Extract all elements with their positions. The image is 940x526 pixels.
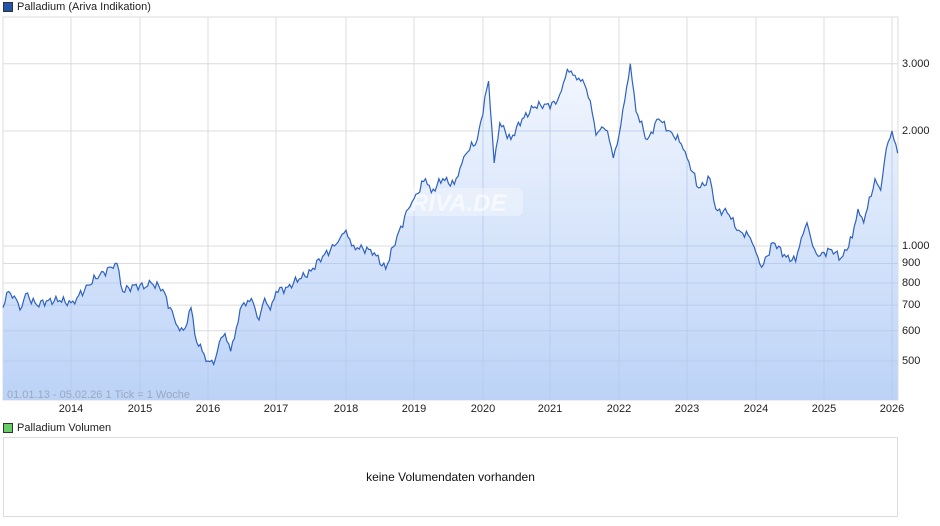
x-tick-label: 2024: [743, 403, 769, 415]
price-line: [2, 63, 899, 367]
y-tick-label: 1.000: [902, 240, 930, 252]
y-tick-label: 600: [902, 324, 921, 337]
x-tick-label: 2025: [811, 403, 837, 415]
volume-panel: keine Volumendaten vorhanden: [3, 437, 898, 517]
y-tick-label: 3.000: [902, 57, 930, 70]
x-tick-label: 2016: [195, 403, 221, 415]
legend-label-volume: Palladium Volumen: [17, 422, 112, 434]
legend-label-main: Palladium (Ariva Indikation): [17, 1, 151, 13]
x-tick-label: 2014: [58, 403, 84, 415]
y-tick-label: 700: [902, 299, 921, 312]
price-chart[interactable]: ARIVA.DE: [0, 0, 940, 420]
legend-main: Palladium (Ariva Indikation): [3, 1, 151, 13]
legend-volume: Palladium Volumen: [3, 422, 111, 434]
watermark: ARIVA.DE: [378, 188, 523, 217]
x-tick-label: 2021: [537, 403, 563, 415]
y-tick-label: 2.000: [902, 125, 930, 137]
y-tick-label: 500: [902, 355, 921, 367]
x-tick-label: 2019: [401, 403, 427, 415]
y-tick-label: 800: [902, 277, 921, 290]
x-tick-label: 2018: [333, 403, 359, 415]
x-tick-label: 2015: [127, 403, 153, 415]
x-tick-label: 2020: [470, 403, 496, 415]
price-area-fill: [3, 63, 898, 400]
x-tick-label: 2022: [606, 403, 632, 415]
y-tick-label: 900: [902, 257, 921, 270]
svg-text:ARIVA.DE: ARIVA.DE: [393, 190, 508, 217]
x-tick-label: 2026: [879, 403, 905, 415]
date-range-note: 01.01.13 - 05.02.26 1 Tick = 1 Woche: [7, 389, 190, 401]
legend-swatch-volume: [3, 423, 13, 433]
x-tick-label: 2023: [674, 403, 700, 415]
volume-empty-message: keine Volumendaten vorhanden: [366, 470, 535, 484]
x-tick-label: 2017: [263, 403, 289, 415]
legend-swatch-main: [3, 2, 13, 12]
